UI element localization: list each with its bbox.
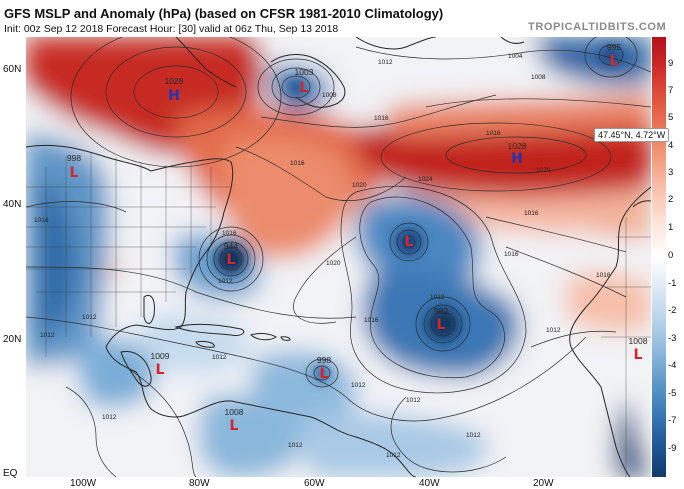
colorbar-tick: -2	[668, 305, 677, 316]
coordinate-tooltip: 47.45°N, 4.72°W	[594, 128, 670, 142]
low-marker: L	[227, 252, 236, 268]
svg-text:1016: 1016	[486, 130, 501, 137]
svg-text:1012: 1012	[218, 278, 233, 285]
forecast-info: Init: 00z Sep 12 2018 Forecast Hour: [30…	[4, 23, 339, 35]
low-value: 1008	[629, 336, 648, 346]
low-marker: L	[405, 234, 414, 250]
svg-text:1020: 1020	[326, 260, 341, 267]
svg-text:1016: 1016	[222, 230, 237, 237]
chart-title: GFS MSLP and Anomaly (hPa) (based on CFS…	[4, 6, 444, 21]
lon-label: 80W	[189, 478, 210, 489]
low-value: 1008	[225, 407, 244, 417]
low-value: 982	[434, 306, 448, 316]
lat-label: 40N	[3, 199, 22, 210]
low-marker: L	[156, 362, 165, 378]
svg-text:1016: 1016	[596, 272, 611, 279]
anomaly-map[interactable]: 1004 1008 1012 1016 1020 1024 1016 1020 …	[26, 37, 651, 477]
svg-text:1016: 1016	[34, 217, 49, 224]
colorbar-tick: -1	[668, 278, 677, 289]
pressure-center-values: 1028 1028 1003 995 998 944 982 998 1009 …	[67, 42, 648, 417]
colorbar-tick: -9	[668, 443, 677, 454]
low-value: 998	[67, 153, 81, 163]
lon-label: 40W	[419, 478, 440, 489]
low-value: 998	[317, 355, 331, 365]
colorbar-tick: 4	[668, 140, 674, 151]
lon-label: 60W	[304, 478, 325, 489]
coastlines	[26, 37, 651, 477]
colorbar-tick: 2	[668, 194, 674, 205]
low-value: 1009	[151, 351, 170, 361]
svg-text:1012: 1012	[406, 397, 421, 404]
svg-text:1012: 1012	[386, 452, 401, 459]
anomaly-colorbar	[652, 37, 666, 477]
svg-text:1012: 1012	[212, 354, 227, 361]
svg-text:1012: 1012	[102, 414, 117, 421]
colorbar-tick: -7	[668, 415, 677, 426]
colorbar-tick: 7	[668, 85, 674, 96]
svg-text:1012: 1012	[82, 314, 97, 321]
svg-text:1012: 1012	[546, 327, 561, 334]
svg-text:1020: 1020	[536, 167, 551, 174]
svg-text:1016: 1016	[504, 251, 519, 258]
svg-text:1024: 1024	[418, 176, 433, 183]
colorbar-tick: -4	[668, 360, 677, 371]
svg-text:1020: 1020	[352, 182, 367, 189]
low-marker: L	[610, 53, 619, 69]
lat-label: 20N	[3, 334, 22, 345]
high-value: 1028	[508, 141, 527, 151]
colorbar-tick: 1	[668, 222, 674, 233]
colorbar-tick: 0	[668, 250, 674, 261]
lat-label: 60N	[3, 64, 22, 75]
high-marker: H	[511, 151, 523, 167]
high-value: 1028	[165, 76, 184, 86]
svg-text:1008: 1008	[322, 92, 337, 99]
svg-text:1016: 1016	[524, 210, 539, 217]
colorbar-tick: -3	[668, 333, 677, 344]
colorbar-tick: 9	[668, 58, 674, 69]
state-borders	[26, 152, 651, 477]
svg-text:1012: 1012	[378, 59, 393, 66]
isobars	[26, 37, 651, 477]
svg-text:1012: 1012	[288, 442, 303, 449]
low-marker: L	[300, 80, 309, 96]
lon-label: 20W	[533, 478, 554, 489]
site-brand[interactable]: TROPICALTIDBITS.COM	[528, 21, 667, 33]
low-marker: L	[320, 366, 329, 382]
lon-label: 100W	[70, 478, 97, 489]
low-marker: L	[437, 317, 446, 333]
pressure-center-markers: H H L L L L L L L L L L	[70, 53, 643, 434]
svg-text:1012: 1012	[430, 294, 445, 301]
svg-text:1016: 1016	[364, 317, 379, 324]
svg-text:1016: 1016	[290, 160, 305, 167]
svg-text:1016: 1016	[374, 115, 389, 122]
high-marker: H	[168, 88, 180, 104]
colorbar-tick: -5	[668, 388, 677, 399]
isobar-labels: 1004 1008 1012 1016 1020 1024 1016 1020 …	[34, 53, 611, 459]
colorbar-tick: 5	[668, 112, 674, 123]
svg-text:1012: 1012	[466, 432, 481, 439]
colorbar-tick: 3	[668, 167, 674, 178]
lat-label: EQ	[3, 468, 18, 479]
low-value: 944	[224, 241, 238, 251]
low-marker: L	[634, 347, 643, 363]
svg-text:1004: 1004	[508, 53, 523, 60]
svg-text:1012: 1012	[351, 382, 366, 389]
low-value: 995	[607, 42, 621, 52]
svg-text:1012: 1012	[40, 332, 55, 339]
map-canvas[interactable]: 1004 1008 1012 1016 1020 1024 1016 1020 …	[26, 37, 651, 477]
low-value: 1003	[295, 67, 314, 77]
low-marker: L	[70, 165, 79, 181]
svg-text:1008: 1008	[531, 74, 546, 81]
low-marker: L	[230, 418, 239, 434]
